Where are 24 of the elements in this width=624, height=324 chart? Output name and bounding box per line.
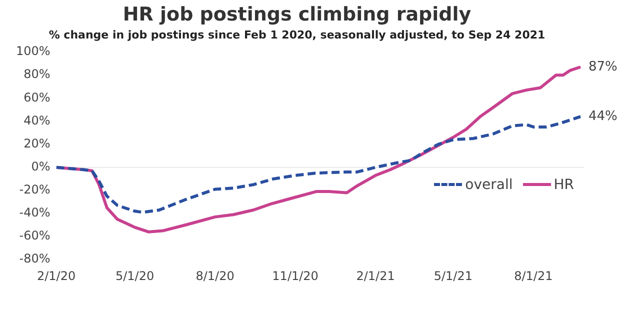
y-tick-label: -40% — [19, 206, 50, 220]
y-tick-label: 40% — [24, 113, 50, 128]
x-tick-label: 8/1/20 — [196, 268, 234, 283]
x-tick-label: 5/1/20 — [115, 268, 154, 283]
chart-title: HR job postings climbing rapidly — [122, 3, 472, 26]
annotation: 44% — [588, 108, 618, 124]
y-tick-label: 100% — [16, 44, 50, 58]
y-tick-label: -20% — [19, 182, 50, 197]
y-tick-label: 80% — [24, 67, 50, 82]
y-tick-label: -60% — [19, 228, 50, 243]
chart-subtitle: % change in job postings since Feb 1 2020, seasonally adjusted, to Sep 24 2021 — [48, 28, 546, 42]
y-tick-label: 20% — [24, 136, 50, 150]
y-tick-label: -80% — [19, 252, 50, 266]
y-tick-label: 0% — [31, 159, 50, 174]
x-tick-label: 2/1/21 — [356, 268, 395, 283]
legend-label: overall — [465, 176, 513, 193]
y-tick-label: 60% — [24, 90, 50, 104]
x-tick-label: 11/1/20 — [272, 268, 318, 283]
legend-label: HR — [554, 176, 574, 193]
x-tick-label: 5/1/21 — [434, 268, 472, 283]
x-tick-label: 2/1/20 — [36, 268, 76, 283]
annotation: 87% — [588, 59, 618, 74]
line-series — [56, 115, 582, 214]
x-tick-label: 8/1/21 — [514, 268, 553, 283]
